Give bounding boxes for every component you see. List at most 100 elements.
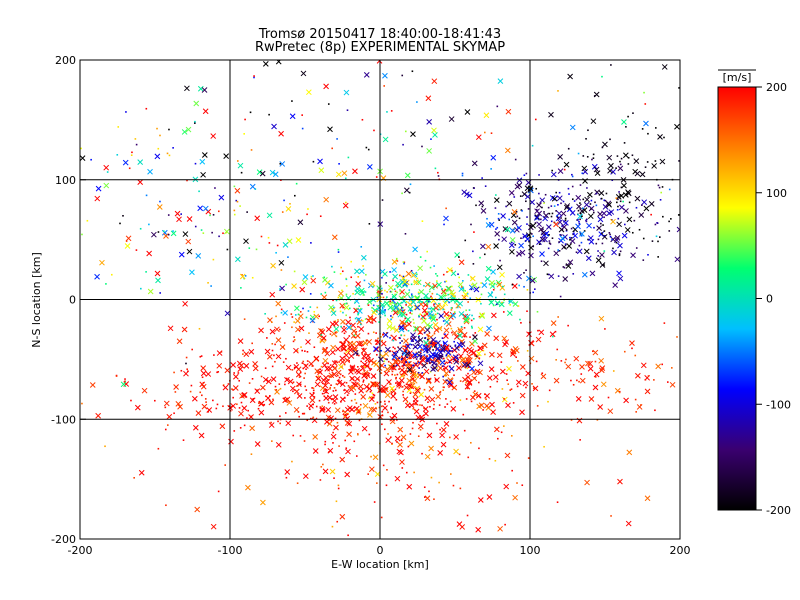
- data-point-dot: [585, 137, 587, 140]
- data-point-x: [234, 187, 241, 194]
- data-point-x: [405, 343, 411, 350]
- data-point-dot: [334, 360, 336, 362]
- colorbar-tick-label: 0: [766, 293, 773, 306]
- data-point-x: [293, 364, 300, 370]
- data-point-dot: [663, 322, 666, 324]
- data-point-x: [185, 126, 192, 133]
- data-point-x: [239, 273, 246, 280]
- data-point-dot: [555, 210, 557, 212]
- data-point-dot: [291, 369, 294, 371]
- data-point-dot: [446, 289, 449, 291]
- data-point-dot: [180, 213, 182, 215]
- data-point-dot: [402, 309, 404, 312]
- data-point-dot: [362, 294, 365, 296]
- data-point-dot: [570, 379, 572, 382]
- data-point-x: [380, 340, 387, 347]
- data-point-dot: [395, 257, 398, 260]
- data-point-x: [124, 243, 131, 249]
- data-point-dot: [359, 342, 361, 345]
- data-point-dot: [396, 351, 399, 353]
- data-point-x: [453, 334, 460, 340]
- data-point-x: [285, 420, 292, 427]
- data-point-dot: [394, 306, 397, 309]
- data-point-dot: [644, 166, 647, 168]
- data-point-dot: [468, 366, 470, 369]
- data-point-x: [500, 213, 506, 219]
- data-point-dot: [641, 204, 643, 206]
- data-point-dot: [280, 269, 283, 271]
- data-point-x: [394, 475, 401, 482]
- data-point-dot: [573, 200, 576, 202]
- data-point-dot: [592, 153, 595, 156]
- data-point-dot: [199, 391, 202, 394]
- y-tick-label: 100: [55, 174, 76, 187]
- data-point-dot: [165, 504, 167, 507]
- data-point-dot: [547, 400, 549, 403]
- data-point-x: [643, 120, 649, 127]
- data-point-dot: [164, 428, 167, 431]
- data-point-x: [389, 415, 396, 422]
- data-point-dot: [317, 375, 320, 377]
- data-point-x: [254, 388, 261, 395]
- data-point-dot: [421, 452, 423, 455]
- data-point-dot: [541, 206, 543, 209]
- data-point-x: [218, 194, 225, 201]
- data-point-dot: [376, 482, 378, 484]
- data-point-dot: [390, 318, 392, 321]
- data-point-dot: [241, 274, 243, 276]
- data-point-x: [443, 311, 450, 317]
- data-point-x: [448, 289, 455, 296]
- data-point-x: [499, 368, 506, 375]
- data-point-dot: [368, 383, 370, 385]
- data-point-x: [80, 155, 86, 162]
- data-point-x: [382, 136, 389, 143]
- data-point-dot: [502, 285, 504, 288]
- data-point-dot: [435, 344, 437, 346]
- data-point-dot: [328, 375, 330, 377]
- data-point-dot: [167, 214, 170, 216]
- data-point-dot: [294, 314, 297, 316]
- data-point-dot: [355, 331, 358, 333]
- data-point-x: [540, 373, 547, 380]
- data-point-x: [199, 158, 206, 165]
- data-point-x: [383, 386, 389, 393]
- data-point-x: [295, 237, 302, 243]
- data-point-x: [249, 425, 255, 432]
- data-point-x: [635, 372, 641, 379]
- data-point-dot: [349, 406, 352, 409]
- data-point-x: [629, 340, 635, 347]
- data-point-x: [430, 351, 436, 358]
- data-point-dot: [243, 424, 246, 427]
- data-point-dot: [586, 218, 588, 221]
- data-point-dot: [495, 296, 497, 299]
- data-point-dot: [458, 276, 461, 279]
- data-point-dot: [474, 332, 477, 334]
- data-point-x: [434, 377, 440, 383]
- data-point-x: [661, 64, 668, 70]
- data-point-dot: [349, 327, 352, 329]
- data-point-dot: [642, 259, 645, 261]
- data-point-x: [248, 348, 255, 355]
- data-point-dot: [342, 306, 344, 309]
- data-point-dot: [333, 306, 335, 309]
- data-point-dot: [534, 118, 537, 121]
- data-point-dot: [378, 321, 380, 323]
- data-point-x: [429, 396, 436, 403]
- data-point-x: [382, 72, 388, 79]
- data-point-dot: [526, 289, 529, 291]
- data-point-dot: [81, 402, 83, 405]
- data-point-dot: [535, 208, 538, 211]
- data-point-dot: [173, 412, 175, 415]
- scatter-points: [80, 60, 680, 537]
- data-point-x: [260, 384, 266, 391]
- data-point-x: [553, 250, 560, 257]
- data-point-x: [266, 212, 273, 219]
- data-point-dot: [362, 381, 365, 383]
- data-point-dot: [212, 399, 214, 402]
- data-point-dot: [319, 340, 322, 343]
- data-point-dot: [312, 391, 315, 394]
- data-point-dot: [414, 409, 417, 412]
- data-point-dot: [335, 383, 338, 385]
- data-point-dot: [473, 187, 475, 189]
- data-point-x: [328, 282, 334, 289]
